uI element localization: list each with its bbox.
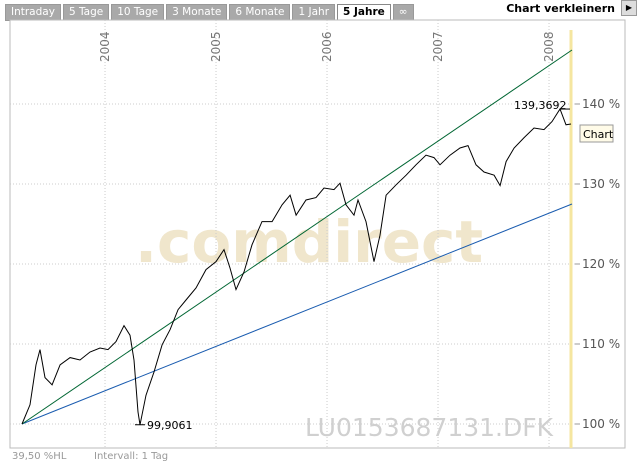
plot-frame: [9, 19, 626, 449]
tab-bar: Intraday 5 Tage 10 Tage 3 Monate 6 Monate 1 J…: [5, 4, 414, 21]
y-tick-label: 120 %: [582, 257, 620, 271]
shrink-control[interactable]: Chart verkleinern ▶: [506, 0, 637, 16]
annotation-label: 139,3692: [514, 99, 567, 112]
series-line: [21, 49, 573, 425]
x-tick-label: 2005: [209, 31, 223, 62]
x-tick-label: 2008: [542, 31, 556, 62]
watermark: .comdirect: [135, 208, 483, 276]
tab[interactable]: ∞: [392, 4, 414, 21]
y-tick-label: 130 %: [582, 177, 620, 191]
y-tick-label: 140 %: [582, 97, 620, 111]
annotation-label: 99,9061: [147, 419, 193, 432]
series-line: [21, 203, 573, 425]
y-tick-label: 100 %: [582, 417, 620, 431]
tab[interactable]: 10 Tage: [111, 4, 165, 21]
legend-box: [579, 124, 614, 143]
instrument-label: LU0153687131.DFK: [305, 413, 554, 442]
tab[interactable]: 5 Tage: [62, 4, 110, 21]
x-tick-label: 2006: [320, 31, 334, 62]
y-tick-label: 110 %: [582, 337, 620, 351]
x-tick-label: 2004: [98, 31, 112, 62]
series-line: [21, 107, 572, 425]
x-tick-label: 2007: [431, 31, 445, 62]
shrink-label[interactable]: Chart verkleinern: [506, 1, 615, 15]
shrink-button[interactable]: ▶: [621, 0, 637, 16]
legend-label: Chart: [583, 128, 614, 141]
tab[interactable]: 1 Jahr: [292, 4, 336, 21]
footer-left: 39,50 %HL: [12, 451, 67, 462]
footer-interval: Intervall: 1 Tag: [94, 451, 168, 462]
